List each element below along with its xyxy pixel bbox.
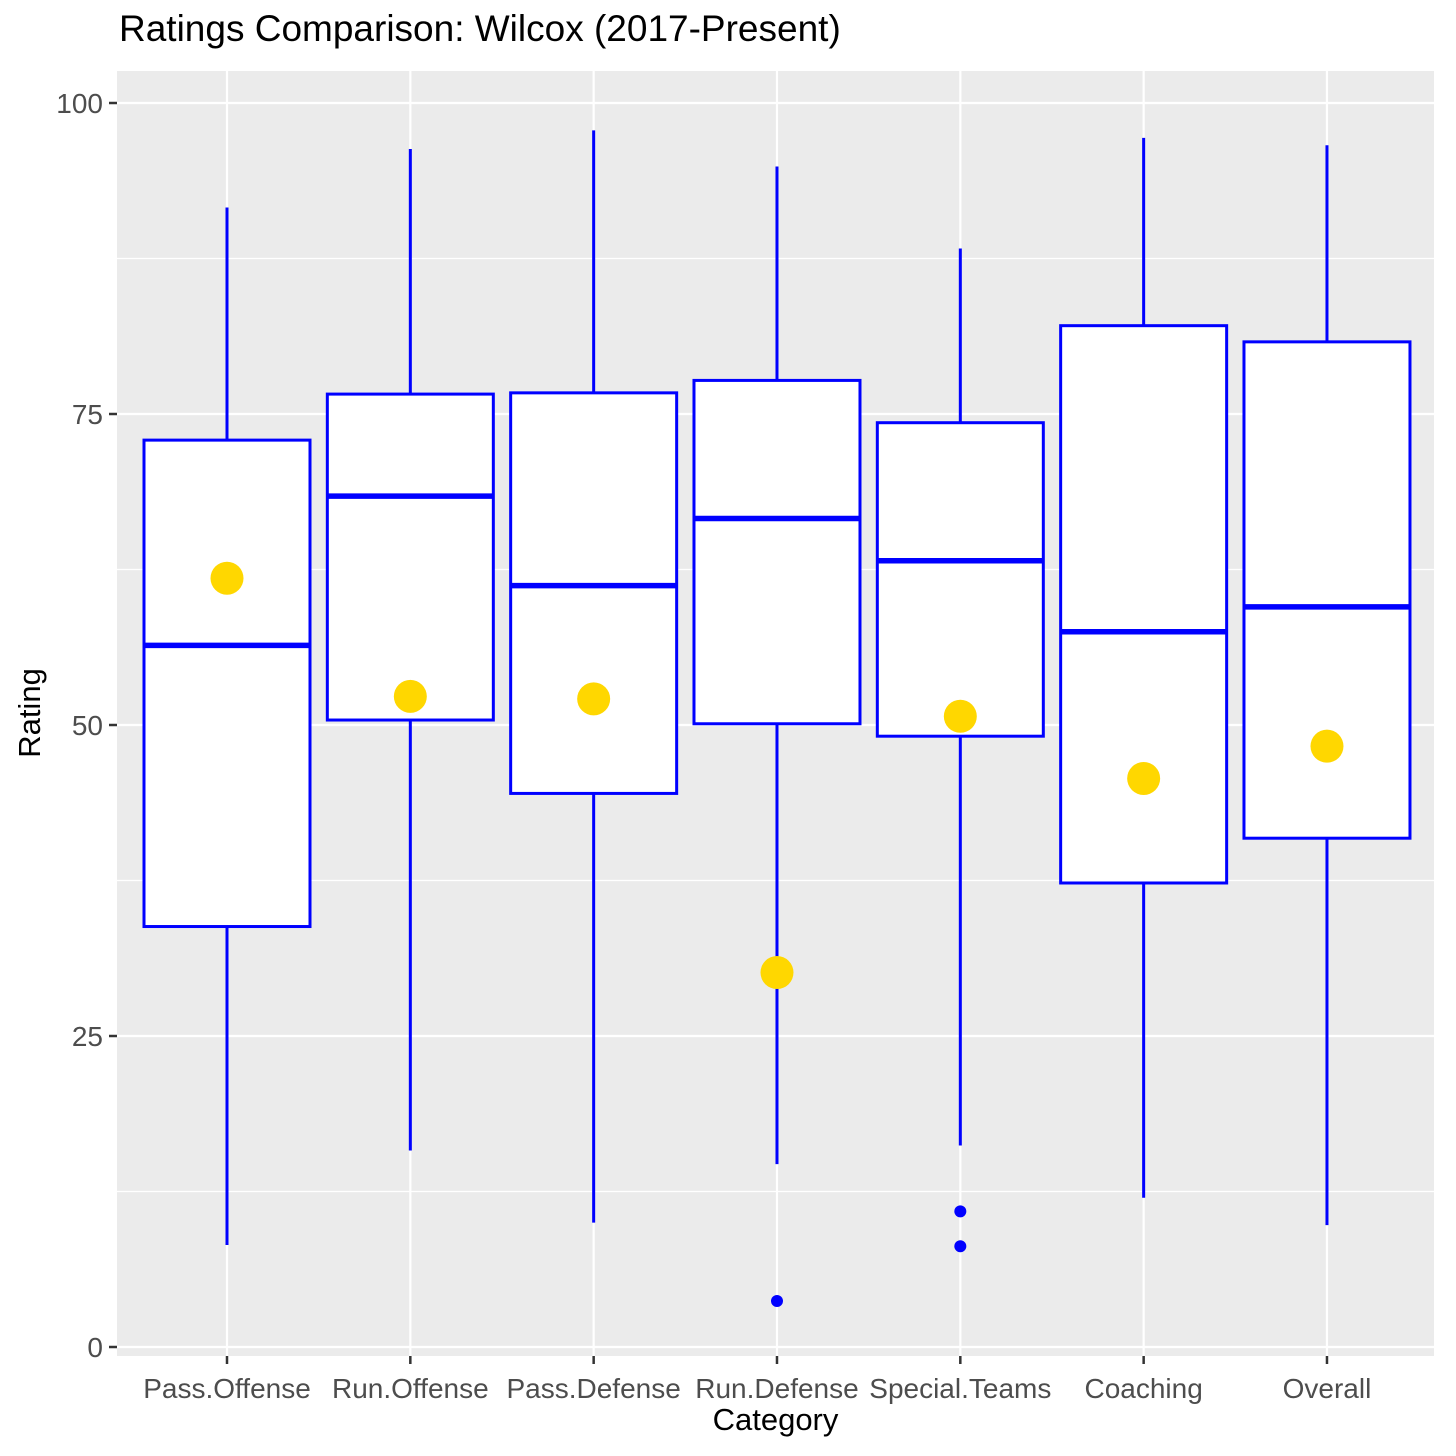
y-tick-label: 25: [72, 1021, 103, 1052]
outlier-point-special-teams: [954, 1205, 967, 1218]
highlight-point-run-defense: [760, 956, 794, 990]
outlier-point-run-defense: [770, 1294, 783, 1307]
x-tick-label-run-defense: Run.Defense: [695, 1373, 858, 1404]
box-run-defense: [692, 378, 862, 726]
x-axis-title: Category: [712, 1402, 839, 1437]
x-tick-label-coaching: Coaching: [1084, 1373, 1202, 1404]
highlight-point-pass-offense: [210, 561, 244, 595]
box-pass-defense: [509, 391, 679, 795]
box-run-offense: [325, 392, 495, 722]
highlight-point-overall: [1310, 729, 1344, 763]
box-coaching: [1059, 324, 1229, 885]
highlight-point-run-offense: [393, 679, 427, 713]
y-tick-label: 75: [72, 399, 103, 430]
x-tick-label-overall: Overall: [1283, 1373, 1372, 1404]
highlight-point-pass-defense: [577, 682, 611, 716]
x-tick-label-run-offense: Run.Offense: [332, 1373, 489, 1404]
outlier-point-special-teams: [954, 1240, 967, 1253]
highlight-point-coaching: [1127, 761, 1161, 795]
x-tick-label-special-teams: Special.Teams: [869, 1373, 1051, 1404]
x-tick-label-pass-defense: Pass.Defense: [506, 1373, 680, 1404]
x-tick-label-pass-offense: Pass.Offense: [143, 1373, 311, 1404]
box-pass-offense: [142, 438, 312, 929]
box-overall: [1242, 340, 1412, 840]
box-special-teams: [875, 421, 1045, 738]
y-tick-label: 100: [56, 88, 103, 119]
y-tick-label: 50: [72, 710, 103, 741]
chart-title: Ratings Comparison: Wilcox (2017-Present…: [119, 8, 841, 49]
highlight-point-special-teams: [943, 699, 977, 733]
y-tick-label: 0: [87, 1332, 103, 1363]
